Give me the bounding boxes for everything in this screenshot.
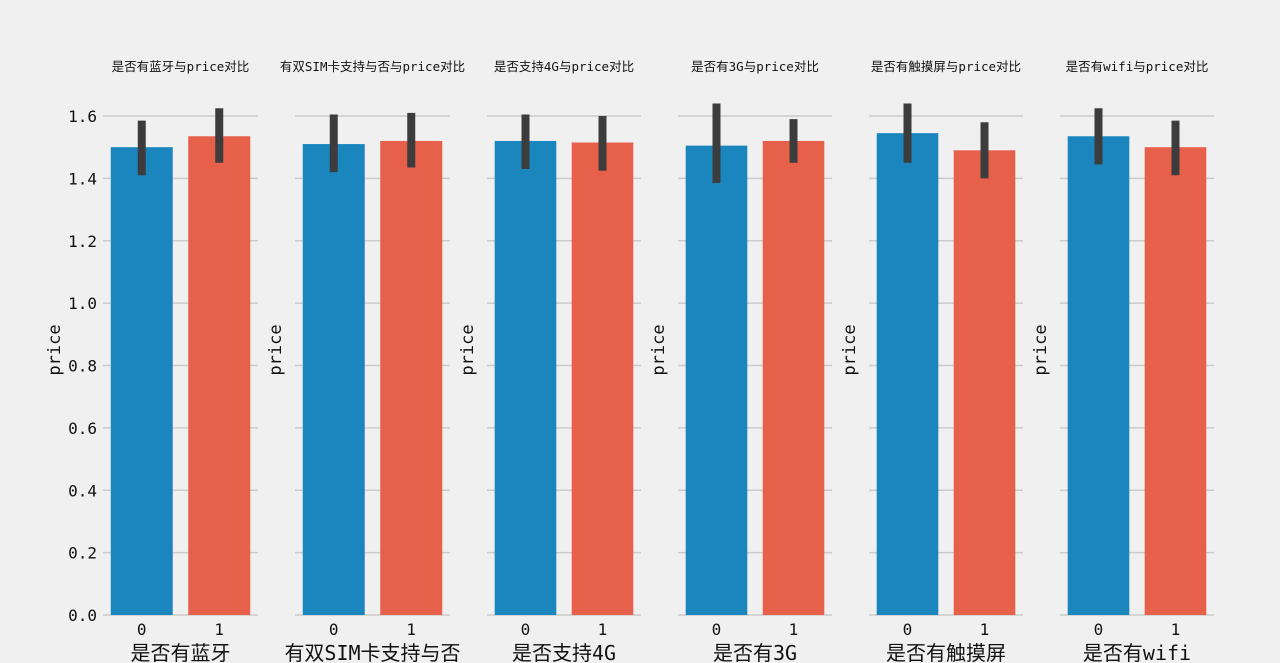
bar-0 <box>1067 136 1130 615</box>
bar-1 <box>953 150 1016 615</box>
x-tick-label: 0 <box>903 620 913 639</box>
x-tick-label: 1 <box>598 620 608 639</box>
bar-1 <box>571 142 634 615</box>
x-tick-label: 0 <box>521 620 531 639</box>
y-tick-label: 1.6 <box>68 107 97 126</box>
bar-1 <box>188 136 251 615</box>
panel-title: 是否有触摸屏与price对比 <box>871 59 1021 74</box>
x-tick-label: 1 <box>789 620 799 639</box>
x-axis-label: 是否有触摸屏 <box>886 641 1006 663</box>
bar-1 <box>762 140 825 615</box>
y-tick-label: 0.0 <box>68 606 97 625</box>
panel-title: 是否支持4G与price对比 <box>494 59 634 74</box>
x-axis-label: 是否有蓝牙 <box>131 641 231 663</box>
x-axis-label: 是否有3G <box>713 641 797 663</box>
y-axis-label: price <box>45 324 65 375</box>
x-tick-label: 1 <box>406 620 416 639</box>
x-tick-label: 0 <box>712 620 722 639</box>
x-tick-label: 0 <box>1094 620 1104 639</box>
x-tick-label: 0 <box>329 620 339 639</box>
y-axis-label: price <box>266 324 286 375</box>
panel-title: 是否有蓝牙与price对比 <box>112 59 250 74</box>
x-axis-label: 是否有wifi <box>1083 641 1191 663</box>
x-axis-label: 是否支持4G <box>512 641 616 663</box>
x-axis-label: 有双SIM卡支持与否 <box>284 641 460 663</box>
bar-1 <box>380 140 443 615</box>
y-tick-label: 1.2 <box>68 232 97 251</box>
panel-title: 是否有wifi与price对比 <box>1066 59 1209 74</box>
y-tick-label: 0.8 <box>68 357 97 376</box>
x-tick-label: 1 <box>1171 620 1181 639</box>
bar-1 <box>1144 147 1207 615</box>
y-axis-label: price <box>649 324 669 375</box>
y-axis-label: price <box>840 324 860 375</box>
bar-0 <box>110 147 173 615</box>
y-tick-label: 0.4 <box>68 481 97 500</box>
y-tick-label: 1.4 <box>68 169 97 188</box>
x-tick-label: 1 <box>214 620 224 639</box>
bar-0 <box>494 140 557 615</box>
y-tick-label: 0.2 <box>68 544 97 563</box>
y-tick-label: 0.6 <box>68 419 97 438</box>
x-tick-label: 1 <box>980 620 990 639</box>
x-tick-label: 0 <box>137 620 147 639</box>
y-axis-label: price <box>458 324 478 375</box>
bar-0 <box>685 145 748 616</box>
y-axis-label: price <box>1031 324 1051 375</box>
bar-0 <box>876 133 939 615</box>
bar-0 <box>302 144 365 615</box>
panel-title: 有双SIM卡支持与否与price对比 <box>280 59 465 74</box>
y-tick-label: 1.0 <box>68 294 97 313</box>
panel-title: 是否有3G与price对比 <box>691 59 819 74</box>
